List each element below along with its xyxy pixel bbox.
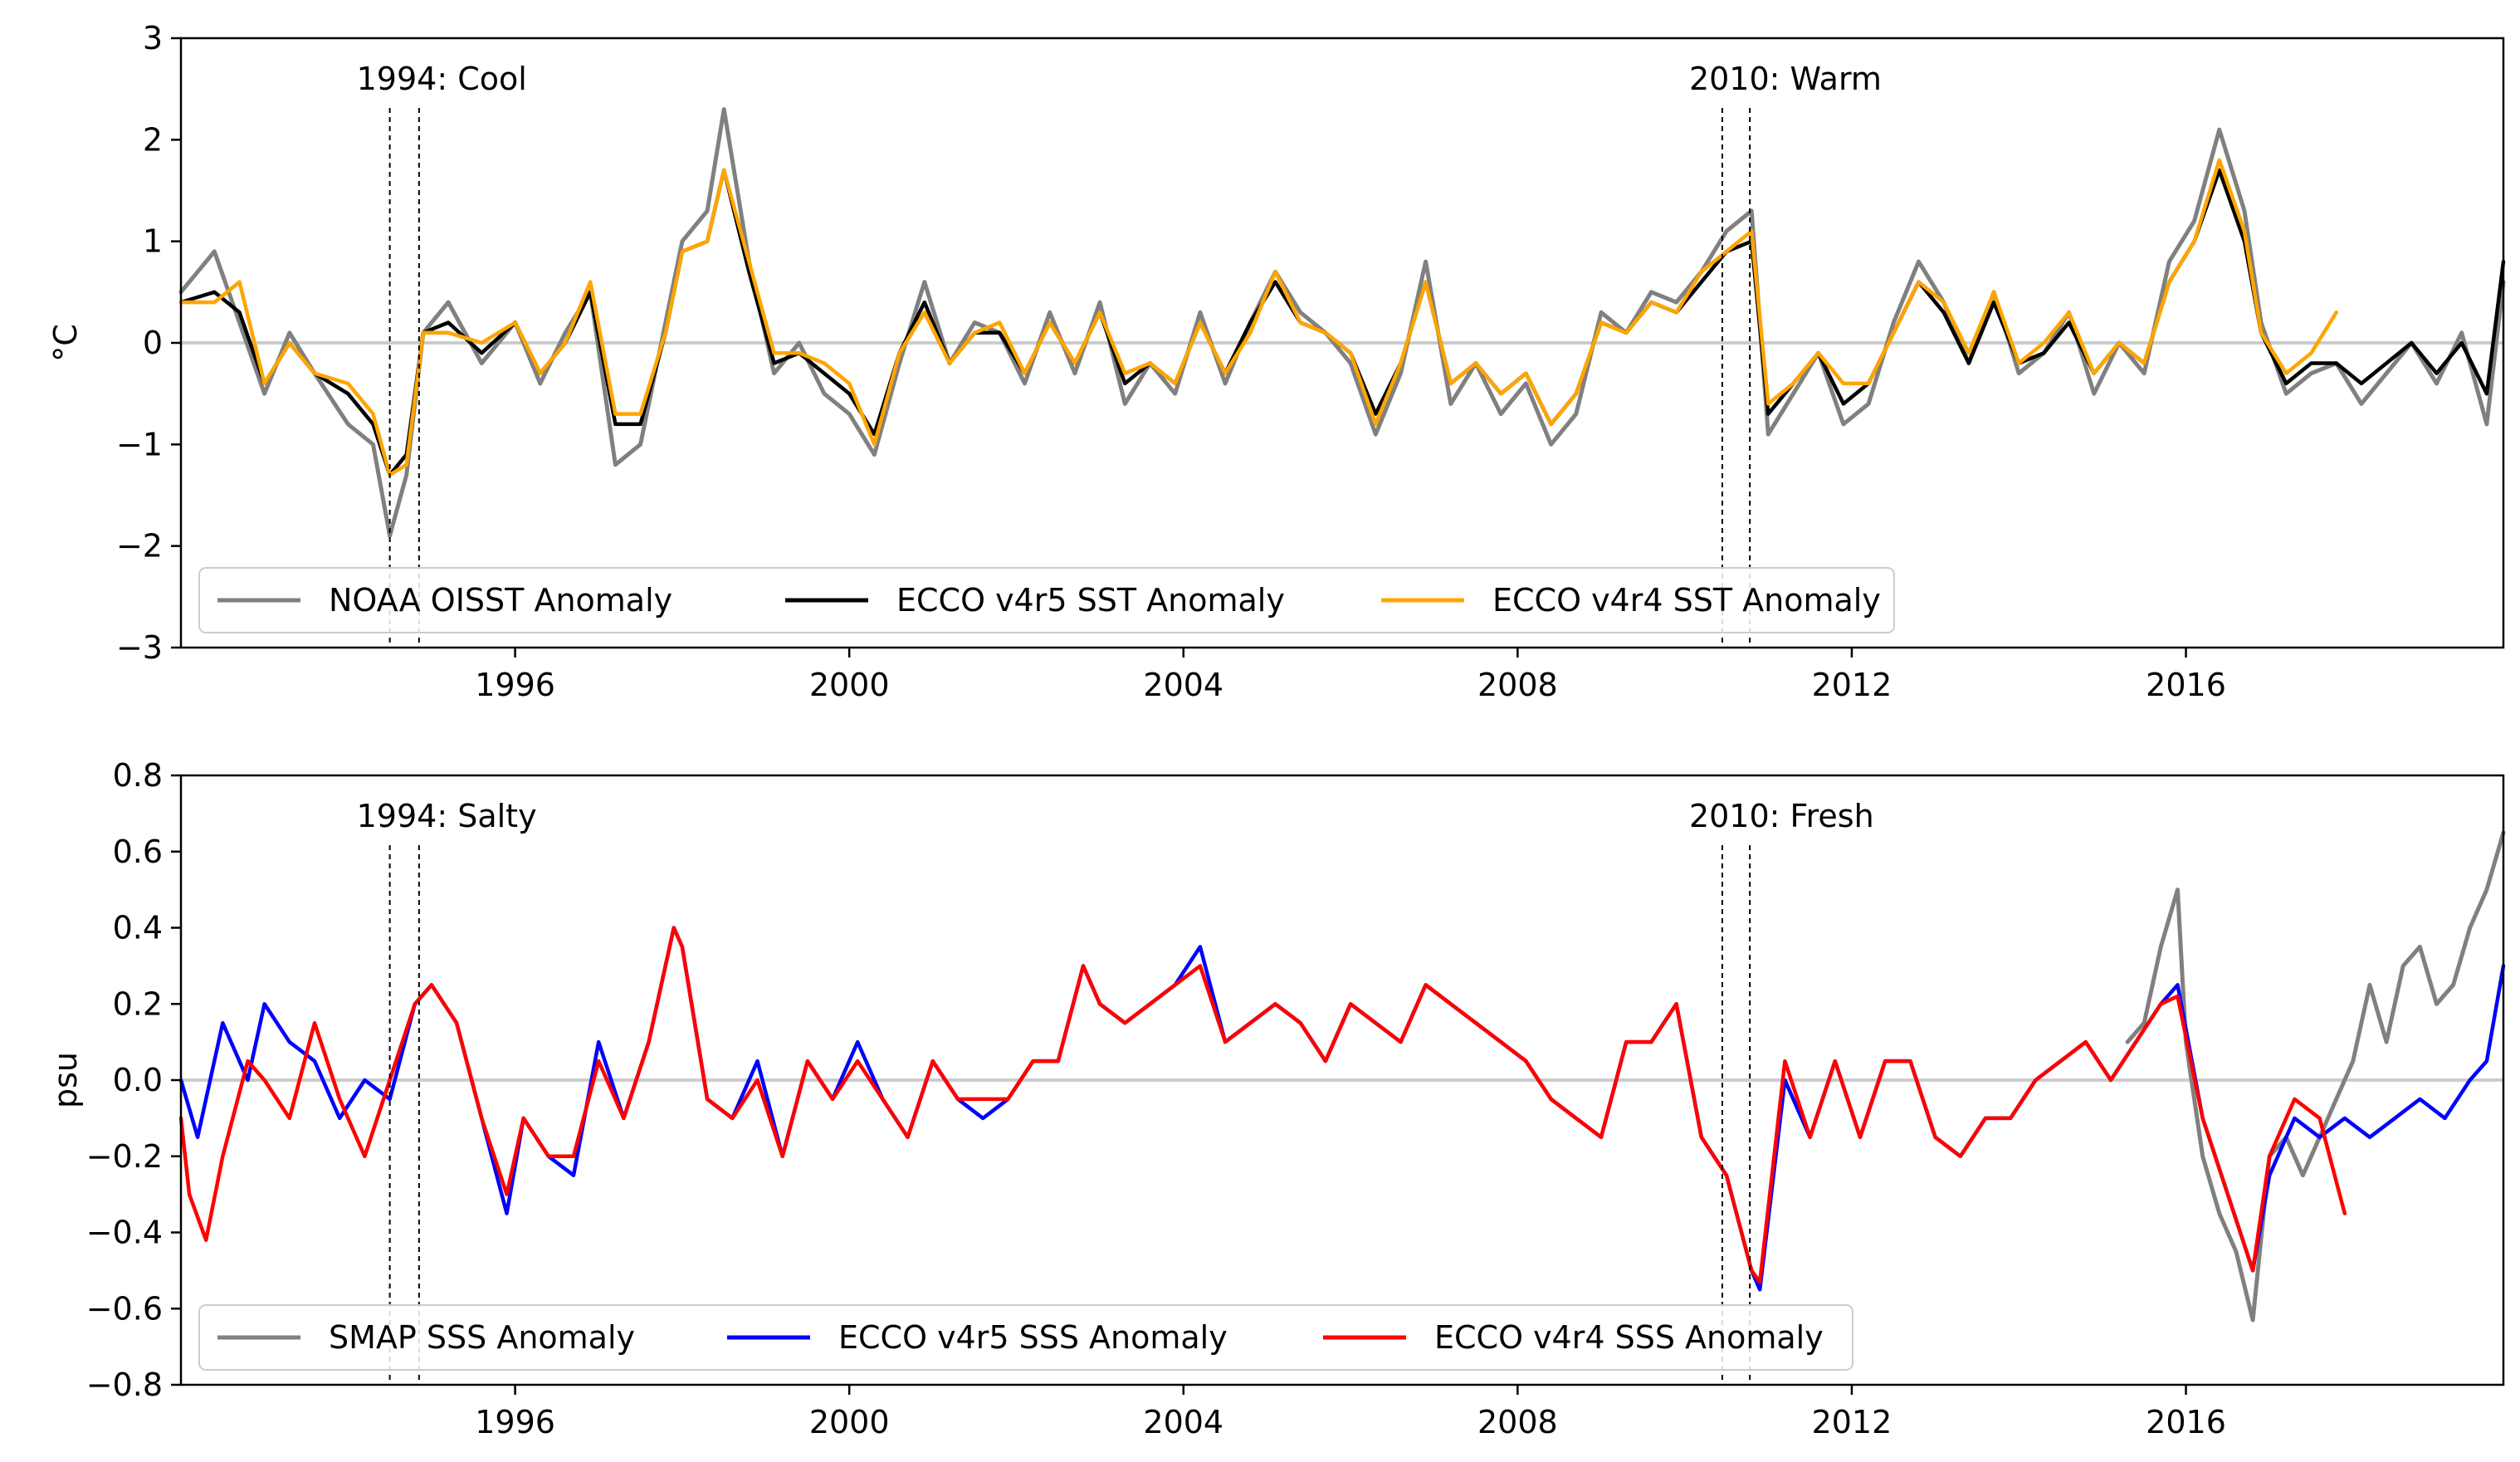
- legend-box: [198, 567, 1895, 633]
- legend-box: [198, 1304, 1853, 1371]
- legend-label: ECCO v4r5 SST Anomaly: [896, 582, 1285, 619]
- x-tick-label: 1996: [475, 1404, 555, 1440]
- x-tick-label: 2000: [809, 667, 890, 703]
- y-axis-label: psu: [47, 1052, 84, 1108]
- legend-label: NOAA OISST Anomaly: [329, 582, 672, 619]
- y-tick-label: −1: [116, 426, 163, 462]
- series-line-1: [2125, 830, 2506, 1323]
- chart-panel-2: 1994: Salty 2010: Fresh −0.8 −0.6 −0.4 −0.2 0.…: [47, 757, 2506, 1440]
- y-tick-label: 1: [143, 223, 163, 260]
- y-axis-label: °C: [47, 324, 84, 362]
- event-label: 1994: Cool: [357, 61, 527, 97]
- y-tick-label: 3: [143, 20, 163, 56]
- y-tick-label: −0.2: [86, 1138, 163, 1175]
- y-tick-label: 0.0: [113, 1062, 163, 1098]
- legend-label: ECCO v4r4 SSS Anomaly: [1434, 1319, 1824, 1356]
- event-label: 1994: Salty: [357, 798, 537, 834]
- y-tick-label: −2: [116, 528, 163, 565]
- x-tick-label: 2016: [2146, 1404, 2226, 1440]
- x-tick-label: 2004: [1143, 1404, 1223, 1440]
- y-tick-label: 2: [143, 121, 163, 158]
- chart-panel-1: 1994: Cool 2010: Warm −3 −2 −1 0 1 2 3 1996 2000 20…: [47, 20, 2506, 703]
- series-line-3: [178, 926, 2347, 1284]
- legend-label: ECCO v4r5 SSS Anomaly: [838, 1319, 1228, 1356]
- event-label: 2010: Warm: [1689, 61, 1882, 97]
- x-tick-label: 2008: [1477, 667, 1558, 703]
- x-tick-label: 1996: [475, 667, 555, 703]
- y-tick-label: −0.4: [86, 1215, 163, 1251]
- y-tick-label: −0.6: [86, 1290, 163, 1327]
- y-tick-label: 0.6: [113, 834, 163, 870]
- y-tick-label: 0.4: [113, 910, 163, 946]
- y-tick-label: −0.8: [86, 1367, 163, 1403]
- x-tick-label: 2012: [1812, 667, 1892, 703]
- y-tick-label: 0.2: [113, 985, 163, 1022]
- series-line-3: [178, 158, 2338, 477]
- legend: SMAP SSS Anomaly ECCO v4r5 SSS Anomaly ECC…: [198, 1304, 1853, 1371]
- y-tick-label: 0.8: [113, 757, 163, 794]
- event-label: 2010: Fresh: [1689, 798, 1874, 834]
- legend: NOAA OISST Anomaly ECCO v4r5 SST Anomaly E…: [198, 567, 1895, 633]
- y-tick-label: −3: [116, 629, 163, 666]
- x-tick-label: 2012: [1812, 1404, 1892, 1440]
- y-tick-label: 0: [143, 325, 163, 361]
- x-tick-label: 2000: [809, 1404, 890, 1440]
- x-tick-label: 2004: [1143, 667, 1223, 703]
- x-tick-label: 2016: [2146, 667, 2226, 703]
- x-tick-label: 2008: [1477, 1404, 1558, 1440]
- legend-label: SMAP SSS Anomaly: [329, 1319, 635, 1356]
- legend-label: ECCO v4r4 SST Anomaly: [1492, 582, 1881, 619]
